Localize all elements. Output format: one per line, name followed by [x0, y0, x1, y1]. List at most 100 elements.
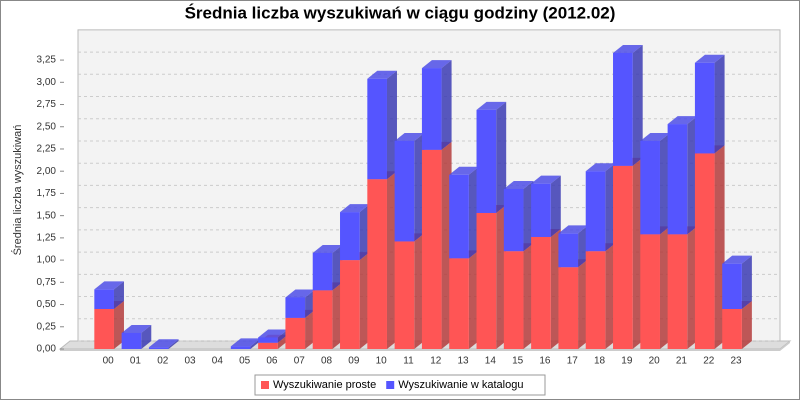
bar-side: [741, 255, 752, 309]
bar: [449, 174, 469, 259]
bar-side: [468, 250, 479, 349]
x-tick-label: 20: [649, 356, 661, 367]
bar-top: [148, 339, 179, 348]
bar-side: [305, 289, 316, 318]
bar-side: [359, 204, 370, 261]
legend-label: Wyszukiwanie proste: [273, 379, 376, 391]
bar: [640, 234, 660, 349]
bar-top: [722, 255, 752, 264]
bar-side: [113, 281, 124, 309]
bar: [613, 165, 633, 349]
bar-top: [394, 132, 425, 141]
bar-side: [496, 204, 507, 349]
bar-top: [230, 338, 261, 347]
bar-side: [468, 166, 479, 259]
bar: [531, 236, 551, 349]
bar-side: [113, 300, 124, 349]
legend-box: [254, 374, 546, 396]
y-tick-label: 1,00: [37, 255, 57, 266]
bar-side: [386, 171, 397, 349]
bar-top: [476, 101, 507, 110]
bar: [394, 241, 415, 349]
bar-top: [667, 116, 698, 125]
bar-top: [694, 54, 725, 63]
x-tick-label: 08: [321, 356, 333, 367]
x-tick-label: 06: [266, 356, 278, 367]
bar-top: [94, 281, 124, 290]
x-tick-label: 16: [539, 356, 551, 367]
bar-side: [441, 141, 452, 349]
bar-side: [687, 116, 698, 235]
bar: [148, 347, 169, 349]
bar-side: [141, 324, 152, 349]
x-tick-label: 03: [184, 356, 196, 367]
bar: [503, 188, 524, 252]
x-tick-label: 05: [239, 356, 251, 367]
x-tick-label: 21: [676, 356, 688, 367]
bar: [340, 260, 360, 349]
bar-side: [523, 180, 534, 252]
bar-side: [168, 339, 179, 349]
bar-side: [414, 233, 425, 349]
bar: [258, 337, 278, 343]
bar-top: [121, 324, 152, 333]
bar: [503, 251, 524, 349]
bar: [667, 124, 688, 235]
bar: [558, 267, 579, 349]
bar-top: [613, 44, 643, 53]
bar: [285, 297, 306, 318]
bar: [722, 263, 742, 309]
bar: [722, 308, 742, 349]
bar-side: [496, 101, 507, 213]
x-tick-label: 15: [512, 356, 524, 367]
bar: [694, 62, 715, 154]
bar-top: [340, 204, 370, 213]
y-tick-label: 3,25: [37, 55, 57, 66]
bar: [476, 212, 497, 349]
bar-side: [632, 44, 643, 166]
bar-side: [332, 282, 343, 349]
y-tick-label: 0,00: [37, 344, 57, 355]
bar-side: [250, 338, 261, 349]
y-tick-label: 1,75: [37, 188, 57, 199]
x-tick-label: 07: [294, 356, 306, 367]
y-tick-label: 0,25: [37, 321, 57, 332]
bar-side: [386, 70, 397, 180]
bar-side: [277, 334, 288, 349]
bar-top: [531, 175, 561, 184]
bar-side: [277, 329, 288, 343]
bar: [340, 212, 360, 261]
legend-swatch: [386, 381, 395, 389]
bar-side: [550, 228, 561, 349]
chart-title: Średnia liczba wyszukiwań w ciągu godzin…: [185, 3, 616, 22]
x-tick-label: 10: [376, 356, 388, 367]
bar: [558, 233, 579, 268]
bar-top: [367, 70, 397, 79]
bar: [421, 149, 442, 349]
bar: [694, 153, 715, 349]
bar-side: [578, 225, 589, 268]
y-tick-label: 1,50: [37, 210, 57, 221]
bar: [394, 140, 415, 242]
bar-side: [605, 163, 616, 252]
y-tick-label: 2,75: [37, 99, 57, 110]
x-tick-label: 02: [157, 356, 169, 367]
bar-top: [558, 225, 589, 234]
bar: [94, 308, 114, 349]
y-tick-label: 3,00: [37, 77, 57, 88]
bar-side: [414, 132, 425, 242]
bar: [613, 52, 633, 166]
bar-top: [312, 244, 343, 253]
bar: [449, 258, 469, 349]
bar: [312, 290, 333, 349]
bar: [367, 78, 387, 180]
legend: Wyszukiwanie proste Wyszukiwanie w katalo…: [254, 374, 546, 396]
bar-top: [449, 166, 479, 175]
bar: [121, 332, 142, 349]
bar: [94, 289, 114, 309]
bar-side: [332, 244, 343, 291]
x-tick-label: 00: [103, 356, 115, 367]
bar-side: [523, 243, 534, 349]
x-tick-label: 19: [621, 356, 633, 367]
